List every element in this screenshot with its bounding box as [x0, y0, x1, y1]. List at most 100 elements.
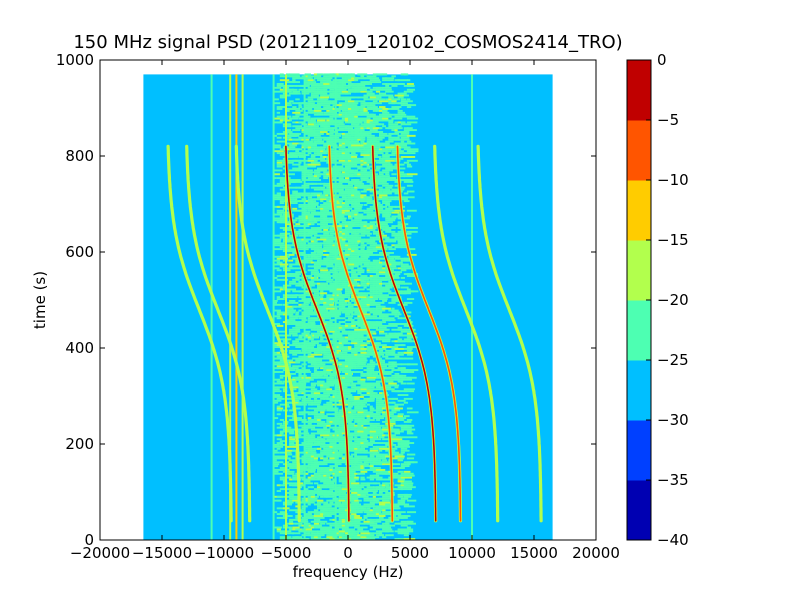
- noise-cell: [329, 186, 340, 189]
- noise-cell: [295, 407, 301, 410]
- noise-cell: [360, 330, 365, 333]
- noise-cell: [363, 374, 367, 377]
- noise-cell: [326, 234, 334, 237]
- noise-cell: [341, 244, 348, 247]
- noise-cell: [351, 111, 360, 114]
- noise-cell: [375, 346, 380, 348]
- noise-cell: [344, 179, 349, 181]
- noise-cell: [279, 202, 285, 204]
- noise-cell: [313, 457, 318, 460]
- noise-cell: [354, 476, 359, 479]
- noise-cell: [363, 300, 370, 302]
- noise-cell: [357, 236, 362, 239]
- noise-cell: [289, 173, 295, 176]
- noise-cell: [313, 255, 318, 258]
- noise-cell: [326, 365, 333, 368]
- noise-cell: [320, 505, 327, 508]
- noise-cell: [338, 148, 343, 151]
- noise-cell: [273, 290, 282, 293]
- noise-cell: [317, 261, 323, 264]
- noise-cell: [366, 198, 371, 201]
- noise-cell: [382, 263, 388, 266]
- noise-cell: [348, 503, 358, 506]
- noise-cell: [292, 257, 301, 260]
- noise-cell: [348, 131, 354, 133]
- noise-cell: [332, 447, 342, 450]
- noise-cell: [375, 282, 380, 285]
- noise-cell: [341, 340, 347, 343]
- noise-cell: [307, 319, 319, 322]
- noise-cell: [323, 349, 332, 352]
- noise-cell: [351, 363, 355, 366]
- noise-cell: [369, 515, 376, 517]
- noise-cell: [317, 405, 323, 408]
- noise-cell: [273, 386, 278, 389]
- noise-cell: [344, 501, 350, 504]
- noise-cell: [348, 493, 360, 496]
- noise-cell: [403, 505, 415, 508]
- noise-cell: [348, 484, 357, 487]
- noise-cell: [348, 305, 354, 308]
- noise-cell: [310, 236, 317, 239]
- noise-cell: [323, 403, 329, 406]
- noise-cell: [298, 221, 305, 224]
- noise-cell: [273, 86, 282, 89]
- noise-cell: [403, 127, 409, 130]
- noise-cell: [348, 121, 355, 124]
- noise-cell: [313, 142, 321, 145]
- noise-cell: [363, 465, 375, 468]
- noise-cell: [273, 451, 280, 454]
- noise-cell: [357, 426, 362, 429]
- noise-cell: [329, 528, 340, 531]
- noise-cell: [320, 445, 325, 448]
- noise-cell: [382, 234, 387, 237]
- noise-cell: [332, 142, 336, 145]
- noise-cell: [360, 305, 370, 308]
- noise-cell: [397, 478, 405, 481]
- noise-cell: [348, 532, 353, 535]
- noise-cell: [307, 530, 314, 533]
- noise-cell: [351, 265, 359, 268]
- noise-cell: [320, 501, 324, 504]
- noise-cell: [286, 334, 290, 337]
- noise-cell: [320, 108, 332, 110]
- noise-cell: [372, 326, 379, 329]
- noise-cell: [391, 98, 401, 101]
- noise-cell: [369, 518, 381, 521]
- noise-cell: [385, 173, 390, 176]
- noise-cell: [317, 422, 323, 425]
- noise-cell: [354, 534, 360, 537]
- noise-cell: [351, 401, 357, 404]
- noise-cell: [304, 194, 316, 197]
- noise-cell: [279, 159, 286, 162]
- noise-cell: [295, 490, 307, 492]
- noise-cell: [329, 524, 339, 527]
- noise-cell: [307, 321, 316, 324]
- noise-cell: [360, 409, 365, 412]
- noise-cell: [329, 282, 338, 285]
- noise-cell: [394, 403, 405, 406]
- noise-cell: [351, 144, 363, 147]
- noise-cell: [344, 376, 349, 379]
- noise-cell: [369, 449, 379, 452]
- noise-cell: [323, 196, 331, 199]
- noise-cell: [341, 129, 350, 132]
- noise-cell: [406, 163, 411, 166]
- noise-cell: [382, 148, 393, 151]
- noise-cell: [403, 180, 414, 183]
- noise-cell: [397, 173, 408, 176]
- noise-cell: [406, 522, 416, 525]
- noise-cell: [298, 88, 305, 91]
- noise-cell: [382, 273, 394, 276]
- noise-cell: [400, 465, 410, 468]
- noise-cell: [276, 196, 284, 199]
- noise-cell: [313, 257, 322, 260]
- noise-cell: [298, 465, 304, 468]
- noise-cell: [379, 401, 384, 404]
- noise-cell: [354, 169, 358, 172]
- noise-cell: [375, 396, 388, 398]
- noise-cell: [357, 390, 362, 393]
- noise-cell: [304, 501, 311, 504]
- noise-cell: [375, 180, 380, 183]
- noise-cell: [335, 278, 342, 281]
